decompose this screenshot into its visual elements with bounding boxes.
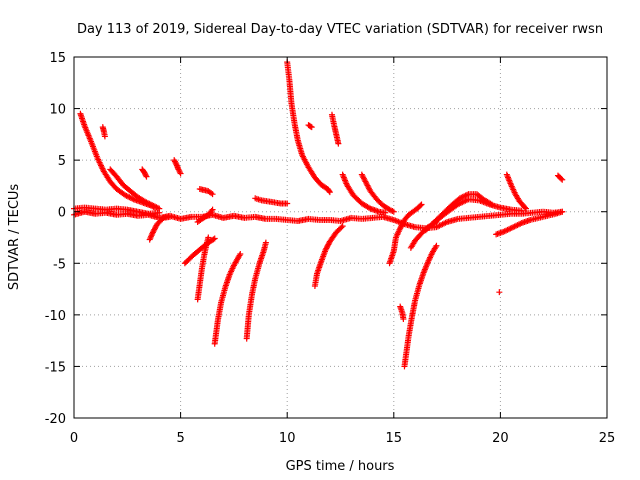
data-point: [177, 170, 184, 177]
data-point: [209, 206, 216, 213]
series-dive-11.3-12.6: [311, 223, 346, 289]
data-point: [205, 234, 212, 241]
data-point: [156, 205, 163, 212]
data-point: [326, 189, 333, 196]
series-short-11.1: [305, 122, 315, 131]
data-point: [307, 123, 314, 130]
data-point: [496, 289, 503, 296]
series-arc-0.3-3.8: [77, 110, 159, 211]
series-arc-20.3-21.2: [503, 171, 529, 212]
plot-frame: [73, 56, 608, 419]
y-tick-label: 0: [58, 206, 66, 221]
data-point: [172, 159, 179, 166]
y-tick-label: 10: [49, 103, 66, 118]
data-point: [433, 242, 440, 249]
x-tick-label: 15: [386, 431, 403, 446]
data-point: [209, 191, 216, 198]
series-hump-8.5-10: [252, 195, 291, 207]
grid-lines: [74, 57, 607, 418]
y-axis: -20 -15 -10 -5 0 5 10 15: [45, 51, 607, 427]
series-short-1.4: [99, 124, 108, 140]
data-point: [558, 175, 565, 182]
data-point: [518, 207, 525, 214]
y-tick-label: -5: [53, 257, 66, 272]
data-point: [284, 200, 291, 207]
data-point: [418, 201, 425, 208]
data-point: [559, 176, 566, 183]
data-point: [101, 133, 108, 140]
series-dive-8.1-9.0: [243, 239, 269, 342]
y-axis-label: SDTVAR / TECUs: [7, 184, 22, 291]
data-point: [339, 223, 346, 230]
y-tick-label: 5: [58, 154, 66, 169]
series-rise-19.8-22.9: [493, 208, 566, 238]
y-tick-label: -15: [45, 360, 66, 375]
data-point: [176, 169, 183, 176]
x-axis-label: GPS time / hours: [286, 459, 395, 474]
series-isolated-19.9: [496, 289, 503, 296]
data-point: [522, 205, 529, 212]
x-tick-label: 20: [492, 431, 509, 446]
y-tick-label: -10: [45, 309, 66, 324]
series-dive-6.6-7.8: [211, 251, 244, 347]
series-short-4.8: [171, 157, 184, 177]
series-arc-10.0-12.0: [284, 59, 333, 196]
x-tick-label: 10: [279, 431, 296, 446]
data-point: [335, 140, 342, 147]
data-point: [338, 224, 345, 231]
data-point: [559, 208, 566, 215]
data-point: [208, 207, 215, 214]
series-cluster-14.8-16: [386, 201, 425, 267]
y-tick-label: -20: [45, 412, 66, 427]
series-drop-6.5: [194, 206, 216, 226]
data-point: [211, 235, 218, 242]
data-point: [237, 251, 244, 258]
series-dive-5.8-6.3: [194, 234, 212, 303]
series-arc-13.5-15: [358, 171, 397, 215]
data-point: [143, 173, 150, 180]
data-point: [417, 202, 424, 209]
series-arc-12.7-14.5: [339, 171, 389, 216]
data-point: [326, 188, 333, 195]
series-short-22.8: [554, 172, 566, 183]
series-hook-5.2-6.6: [181, 235, 218, 267]
data-point: [400, 315, 407, 322]
series-short-12.2: [328, 111, 342, 147]
series-arc-5.9-6.7: [196, 186, 216, 198]
data-point: [308, 124, 315, 131]
x-tick-label: 25: [599, 431, 616, 446]
data-point: [390, 208, 397, 215]
series-rise-16.8-21: [429, 196, 525, 228]
chart-title: Day 113 of 2019, Sidereal Day-to-day VTE…: [77, 22, 603, 37]
data-point: [166, 213, 173, 220]
data-point: [382, 209, 389, 216]
x-tick-label: 0: [70, 431, 78, 446]
data-points: [71, 59, 566, 370]
data-point: [210, 236, 217, 243]
x-tick-label: 5: [176, 431, 184, 446]
series-arc-1.7-4: [107, 166, 163, 212]
series-band-0-4: [71, 204, 163, 217]
data-point: [142, 172, 149, 179]
series-short-3.3: [139, 166, 150, 180]
series-dive-15.5-16.6: [401, 242, 440, 370]
series-short-15.3: [397, 303, 407, 322]
series-drop-3.6-4.5: [146, 213, 173, 243]
y-tick-label: 15: [49, 51, 66, 66]
data-point: [262, 239, 269, 246]
data-point: [521, 204, 528, 211]
x-axis: 0 5 10 15 20 25: [70, 57, 615, 446]
